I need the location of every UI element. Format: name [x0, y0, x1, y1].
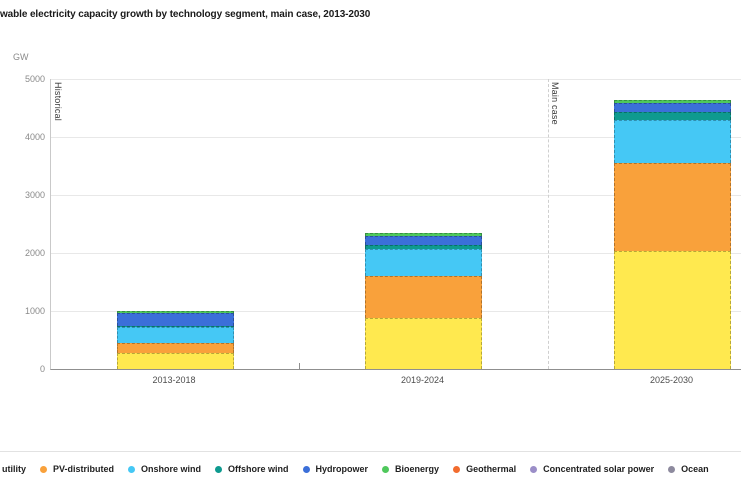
legend-color-dot	[668, 465, 676, 473]
legend-color-dot	[382, 465, 390, 473]
legend-color-dot	[215, 465, 223, 473]
legend-item-label: utility	[2, 464, 26, 474]
y-axis-tick-label: 0	[39, 364, 45, 374]
legend-item-label: Geothermal	[466, 464, 517, 474]
stacked-bar	[614, 99, 731, 369]
legend-item[interactable]: Onshore wind	[128, 464, 201, 474]
x-axis-tick	[299, 363, 300, 369]
legend-item-label: Bioenergy	[395, 464, 440, 474]
legend-item-label: Ocean	[681, 464, 709, 474]
gridline	[51, 79, 741, 80]
legend-item-label: Onshore wind	[141, 464, 202, 474]
legend-item-label: Concentrated solar power	[543, 464, 655, 474]
bar-segment	[614, 163, 731, 251]
legend-color-dot	[40, 465, 47, 473]
legend-item-label: Offshore wind	[228, 464, 289, 474]
bar-segment	[116, 313, 234, 327]
bar-segment	[116, 310, 234, 314]
section-annotation: Historical	[53, 82, 63, 122]
bar-segment	[116, 353, 234, 369]
bar-segment	[116, 326, 234, 328]
legend-color-dot	[128, 465, 136, 473]
bar-segment	[614, 250, 731, 369]
bar-segment	[614, 99, 731, 103]
legend-item[interactable]: Hydropower	[302, 464, 369, 474]
stacked-bar	[365, 233, 482, 369]
stacked-bar	[116, 310, 234, 369]
historical-forecast-divider	[548, 79, 549, 369]
legend-item[interactable]: PV-distributed	[40, 464, 114, 474]
bar-segment	[365, 248, 482, 277]
legend-item[interactable]: Geothermal	[453, 464, 516, 474]
x-axis-category-label: 2013-2018	[152, 375, 196, 385]
bar-segment	[116, 343, 234, 354]
legend-item-label: Hydropower	[315, 464, 369, 474]
y-axis-tick-label: 2000	[24, 248, 45, 258]
bar-segment	[365, 235, 482, 245]
gridline	[51, 195, 741, 196]
y-axis-tick-label: 1000	[24, 306, 45, 316]
legend-item[interactable]: Bioenergy	[382, 464, 439, 474]
legend: utility PV-distributed Onshore wind Offshor…	[0, 451, 741, 474]
legend-color-dot	[453, 465, 461, 473]
y-axis-unit-label: GW	[13, 52, 29, 62]
bar-segment	[116, 327, 234, 344]
plot-area	[50, 79, 741, 370]
gridline	[51, 137, 741, 138]
bar-segment	[614, 119, 731, 164]
legend-item[interactable]: Offshore wind	[215, 464, 289, 474]
bar-segment	[365, 233, 482, 236]
legend-item-label: PV-distributed	[53, 464, 115, 474]
section-annotation: Main case	[550, 82, 560, 125]
x-axis-category-label: 2025-2030	[649, 375, 694, 385]
bar-segment	[365, 276, 482, 318]
y-axis-tick-label: 4000	[24, 132, 45, 142]
legend-item[interactable]: Concentrated solar power	[530, 464, 654, 474]
legend-item[interactable]: Ocean	[668, 464, 709, 474]
x-axis-category-label: 2019-2024	[400, 375, 445, 385]
chart-title: wable electricity capacity growth by tec…	[0, 9, 371, 20]
y-axis-tick-label: 3000	[24, 190, 45, 200]
bar-segment	[614, 111, 731, 120]
legend-item[interactable]: utility	[2, 464, 26, 474]
legend-color-dot	[302, 465, 310, 473]
y-axis-tick-label: 5000	[24, 74, 45, 84]
bar-segment	[365, 244, 482, 249]
legend-color-dot	[530, 465, 538, 473]
bar-segment	[614, 102, 731, 112]
bar-segment	[365, 317, 482, 369]
